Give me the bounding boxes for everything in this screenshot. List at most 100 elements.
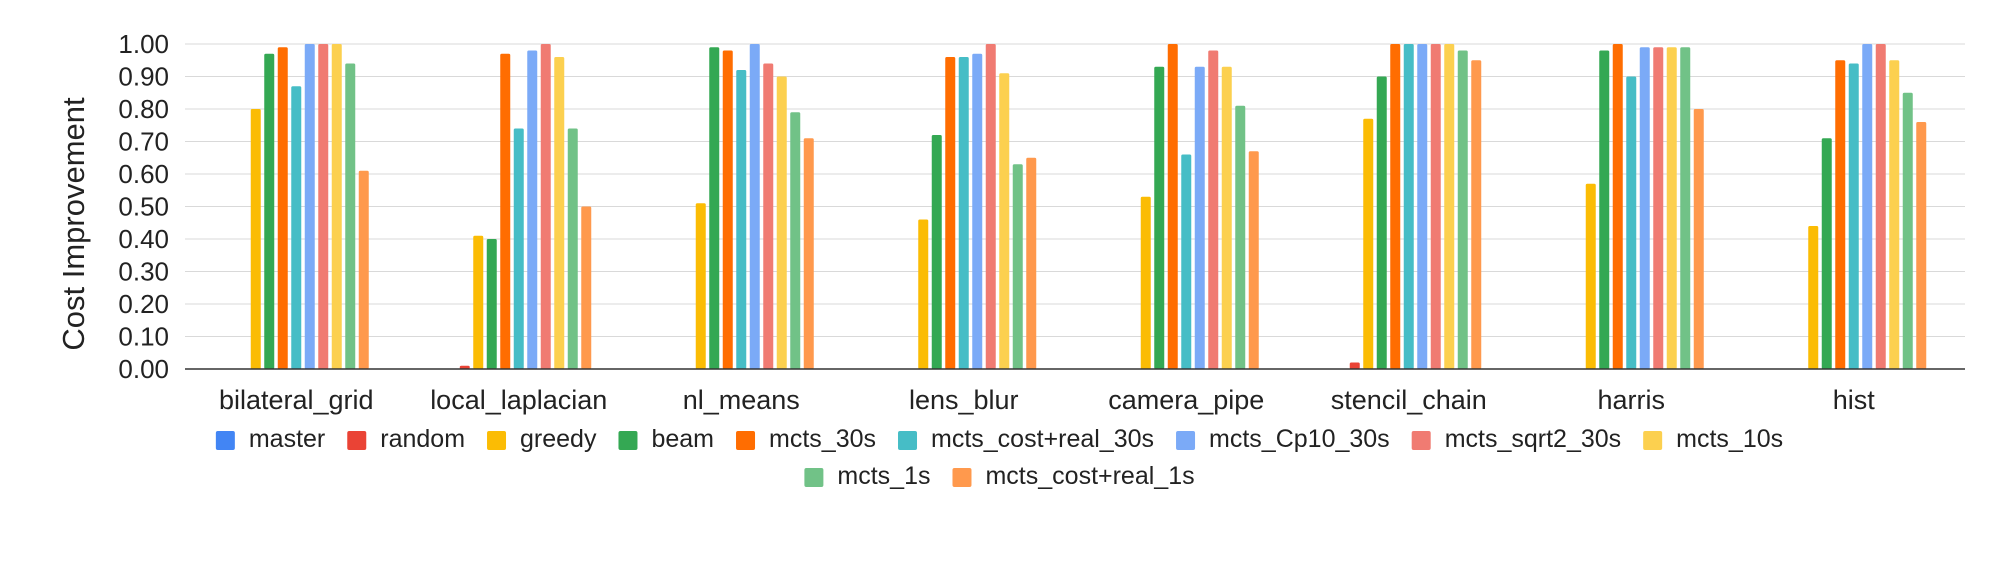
legend-swatch [487,431,507,450]
bar-greedy-hist [1808,226,1819,369]
bar-beam-harris [1599,50,1610,369]
legend-item: greedy [487,425,597,453]
bar-mcts_sqrt2_30s-local_laplacian [540,44,551,369]
bar-mcts_10s-stencil_chain [1444,44,1455,369]
x-tick-label: hist [1833,385,1876,415]
bar-mcts_1s-bilateral_grid [345,63,356,369]
legend-label: mcts_1s [837,462,930,490]
legend-label: greedy [520,425,597,453]
bar-mcts_10s-local_laplacian [554,57,565,369]
y-tick-label: 0.30 [118,257,169,287]
y-tick-label: 0.60 [118,159,169,189]
bar-mcts_1s-stencil_chain [1457,50,1468,369]
legend-swatch [736,431,756,450]
bar-greedy-lens_blur [918,219,929,369]
bar-mcts_10s-camera_pipe [1221,66,1232,369]
y-axis-ticks: 0.000.100.200.300.400.500.600.700.800.90… [118,29,169,384]
legend-swatch [952,468,972,487]
bar-greedy-stencil_chain [1363,118,1374,369]
bar-mcts_10s-bilateral_grid [331,44,342,369]
legend-item: beam [618,425,714,453]
legend-swatch [618,431,638,450]
bar-mcts_30s-hist [1835,60,1846,369]
bar-beam-lens_blur [931,135,942,369]
x-tick-label: camera_pipe [1108,385,1264,415]
x-tick-label: harris [1597,385,1665,415]
legend-swatch [898,431,918,450]
bar-mcts_sqrt2_30s-hist [1875,44,1886,369]
x-tick-label: lens_blur [909,385,1019,415]
legend-label: mcts_cost+real_30s [931,425,1154,453]
bar-mcts_10s-lens_blur [999,73,1010,369]
y-tick-label: 0.70 [118,127,169,157]
bar-mcts_30s-lens_blur [945,57,956,369]
bar-mcts_30s-stencil_chain [1390,44,1401,369]
legend-item: mcts_30s [736,425,876,453]
bar-mcts_cost+real_1s-nl_means [803,138,814,369]
bar-mcts_Cp10_30s-bilateral_grid [304,44,315,369]
bar-beam-bilateral_grid [264,53,275,369]
bar-greedy-nl_means [695,203,706,369]
bar-mcts_Cp10_30s-harris [1639,47,1650,369]
legend-swatch [215,431,235,450]
bar-mcts_Cp10_30s-hist [1862,44,1873,369]
legend-item: mcts_1s [804,462,930,490]
bar-greedy-camera_pipe [1140,196,1151,369]
bar-mcts_Cp10_30s-lens_blur [972,53,983,369]
bar-mcts_sqrt2_30s-harris [1653,47,1664,369]
x-tick-label: local_laplacian [430,385,607,415]
legend-item: mcts_cost+real_1s [952,462,1195,490]
bar-random-stencil_chain [1349,362,1360,369]
bar-mcts_cost+real_1s-hist [1916,122,1927,369]
y-tick-label: 0.40 [118,224,169,254]
bar-mcts_cost+real_30s-nl_means [736,70,747,369]
legend-swatch [347,431,367,450]
legend-label: mcts_sqrt2_30s [1445,425,1621,453]
legend-label: beam [651,425,714,453]
legend-label: mcts_30s [769,425,876,453]
bar-beam-hist [1821,138,1832,369]
legend-item: master [215,425,325,453]
legend-item: mcts_Cp10_30s [1176,425,1390,453]
bar-greedy-bilateral_grid [250,109,261,369]
legend-swatch [1176,431,1196,450]
bar-mcts_1s-nl_means [790,112,801,369]
y-tick-label: 0.90 [118,62,169,92]
bar-greedy-local_laplacian [473,235,484,369]
bar-mcts_30s-camera_pipe [1167,44,1178,369]
legend-label: mcts_cost+real_1s [985,462,1194,490]
bar-mcts_Cp10_30s-camera_pipe [1194,66,1205,369]
bar-mcts_cost+real_1s-lens_blur [1026,157,1037,369]
y-tick-label: 0.10 [118,322,169,352]
y-tick-label: 0.50 [118,192,169,222]
legend-swatch [1643,431,1663,450]
legend-label: master [249,425,325,453]
x-tick-label: bilateral_grid [219,385,374,415]
bar-random-local_laplacian [459,365,470,369]
y-axis-label: Cost Improvement [56,97,91,351]
bar-mcts_cost+real_1s-camera_pipe [1248,151,1259,369]
bar-mcts_cost+real_30s-hist [1848,63,1859,369]
bar-mcts_sqrt2_30s-camera_pipe [1208,50,1219,369]
legend-item: random [347,425,465,453]
legend-label: random [380,425,465,453]
bar-mcts_Cp10_30s-local_laplacian [527,50,538,369]
legend-item: mcts_cost+real_30s [898,425,1154,453]
bar-mcts_10s-harris [1666,47,1677,369]
bar-mcts_30s-nl_means [722,50,733,369]
y-tick-label: 0.00 [118,354,169,384]
bar-mcts_1s-local_laplacian [567,128,578,369]
legend-label: mcts_10s [1676,425,1783,453]
bar-mcts_10s-nl_means [776,76,787,369]
bar-mcts_1s-harris [1680,47,1691,369]
bar-mcts_sqrt2_30s-nl_means [763,63,774,369]
x-axis-ticks: bilateral_grid local_laplacian nl_means len… [219,385,1875,415]
bar-mcts_1s-hist [1902,92,1913,369]
y-tick-label: 0.20 [118,289,169,319]
bar-mcts_sqrt2_30s-lens_blur [985,44,996,369]
bar-mcts_10s-hist [1889,60,1900,369]
bar-beam-stencil_chain [1376,76,1387,369]
bar-mcts_sqrt2_30s-bilateral_grid [318,44,329,369]
legend-swatch [804,468,824,487]
